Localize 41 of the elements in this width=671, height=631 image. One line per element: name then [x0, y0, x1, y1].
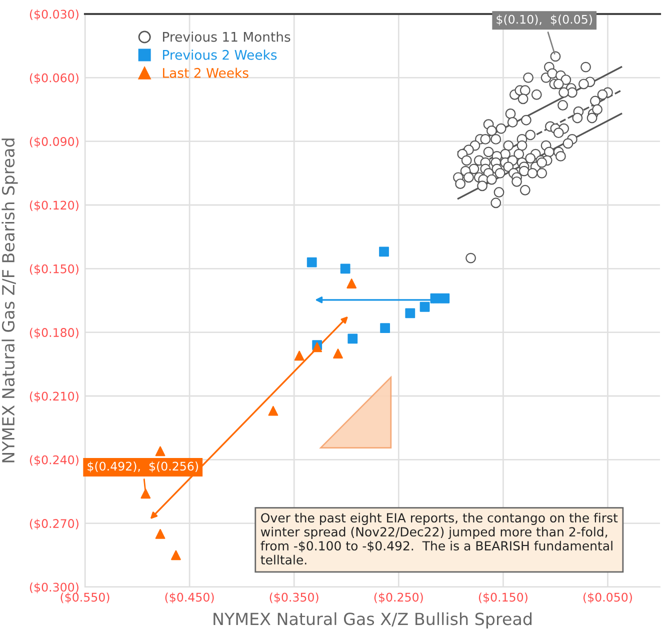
point	[379, 246, 389, 257]
y-tick-label: ($0.180)	[30, 328, 78, 339]
x-tick-label: ($0.450)	[165, 592, 214, 604]
point	[333, 348, 343, 359]
y-tick-label: ($0.210)	[30, 392, 78, 402]
y-tick-label: ($0.090)	[30, 136, 78, 148]
point	[140, 488, 151, 499]
point	[155, 528, 166, 539]
point	[340, 264, 350, 274]
point	[380, 323, 390, 334]
point	[294, 350, 304, 361]
x-axis-title: NYMEX Natural Gas X/Z Bullish Spread	[214, 612, 532, 628]
legend-label: Previous 11 Months	[163, 32, 290, 42]
legend-label: Last 2 Weeks	[163, 68, 248, 78]
point	[405, 308, 416, 318]
point	[348, 334, 358, 344]
x-tick-label: ($0.150)	[478, 592, 528, 604]
point	[268, 406, 278, 416]
annotation: Over the past eight EIA reports, the contango on the first winter spread (Nov22/Dec22) jumped more than 2-fold, from -$0.100 to -$0.492. The is a BEARISH fundamental telltale.	[260, 512, 618, 565]
y-tick-label: ($0.150)	[30, 264, 78, 275]
annotation: $(0.492), $(0.256)	[88, 462, 198, 472]
y-tick-label: ($0.120)	[30, 200, 78, 212]
x-tick-label: ($0.250)	[374, 592, 423, 604]
point	[440, 293, 450, 304]
point	[430, 293, 440, 304]
annotation: $(0.10), $(0.05)	[496, 14, 592, 26]
point	[155, 446, 166, 456]
y-tick-label: ($0.270)	[30, 518, 78, 530]
point	[420, 302, 430, 312]
legend-label: Previous 2 Weeks	[163, 50, 277, 60]
x-tick-label: ($0.550)	[60, 592, 110, 604]
point	[346, 278, 357, 288]
x-tick-label: ($0.050)	[583, 592, 632, 604]
y-tick-label: ($0.060)	[30, 73, 78, 84]
x-tick-label: ($0.350)	[270, 592, 318, 604]
y-tick-label: ($0.240)	[30, 455, 78, 466]
point	[171, 550, 181, 560]
point	[306, 257, 317, 268]
y-tick-label: ($0.030)	[30, 10, 78, 20]
y-tick-label: ($0.300)	[30, 582, 78, 594]
y-axis-title: NYMEX Natural Gas Z/F Bearish Spread	[2, 138, 18, 462]
